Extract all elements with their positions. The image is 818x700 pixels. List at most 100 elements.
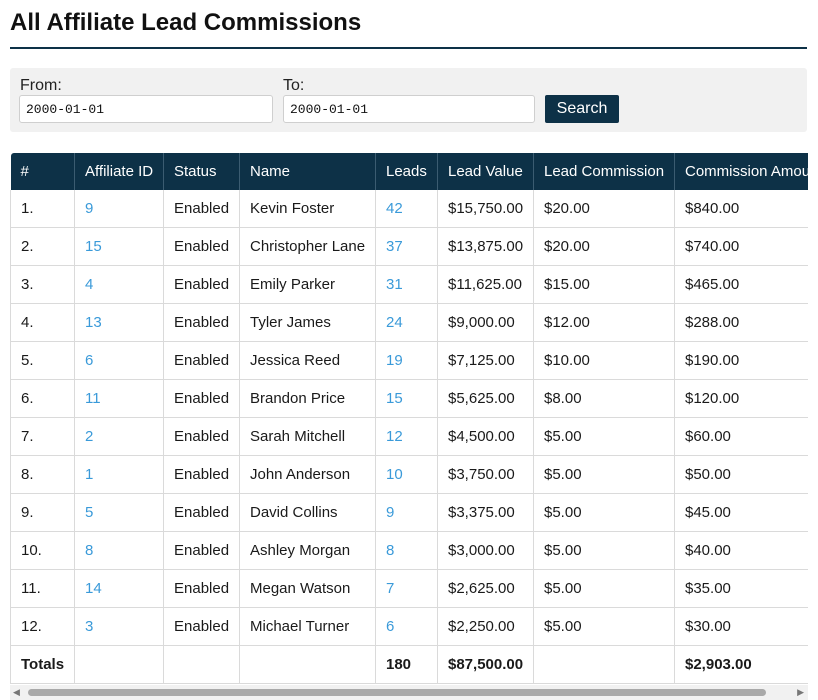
- lead-commission-cell: $20.00: [533, 227, 675, 266]
- name-cell: Christopher Lane: [239, 227, 376, 266]
- name-cell: Kevin Foster: [239, 190, 376, 228]
- lead-value-cell: $3,375.00: [437, 493, 534, 532]
- lead-value-cell: $2,250.00: [437, 607, 534, 646]
- table-row: 6. 11 Enabled Brandon Price 15 $5,625.00 $8.00…: [10, 379, 808, 418]
- row-number-cell: 5.: [10, 341, 75, 380]
- leads-link[interactable]: 24: [375, 303, 438, 342]
- status-cell: Enabled: [163, 341, 240, 380]
- affiliate-id-link[interactable]: 3: [74, 607, 164, 646]
- affiliate-id-link[interactable]: 8: [74, 531, 164, 570]
- leads-link[interactable]: 10: [375, 455, 438, 494]
- status-cell: Enabled: [163, 190, 240, 228]
- commission-amount-cell: $120.00: [674, 379, 808, 418]
- totals-leads: 180: [375, 645, 438, 684]
- row-number-cell: 7.: [10, 417, 75, 456]
- affiliate-id-link[interactable]: 13: [74, 303, 164, 342]
- to-date-input[interactable]: [283, 95, 535, 123]
- totals-empty-cell: [74, 645, 164, 684]
- lead-value-cell: $13,875.00: [437, 227, 534, 266]
- affiliate-id-link[interactable]: 4: [74, 265, 164, 304]
- name-cell: Jessica Reed: [239, 341, 376, 380]
- leads-link[interactable]: 6: [375, 607, 438, 646]
- status-cell: Enabled: [163, 455, 240, 494]
- commissions-table-container[interactable]: # Affiliate ID Status Name Leads Lead Va…: [10, 153, 808, 685]
- leads-link[interactable]: 37: [375, 227, 438, 266]
- status-cell: Enabled: [163, 303, 240, 342]
- leads-link[interactable]: 12: [375, 417, 438, 456]
- leads-link[interactable]: 15: [375, 379, 438, 418]
- column-header-commission-amount[interactable]: Commission Amount: [674, 153, 808, 190]
- name-cell: Ashley Morgan: [239, 531, 376, 570]
- triangle-left-icon[interactable]: ◀: [13, 687, 20, 697]
- table-row: 4. 13 Enabled Tyler James 24 $9,000.00 $12.00 $…: [10, 303, 808, 342]
- leads-link[interactable]: 31: [375, 265, 438, 304]
- totals-label: Totals: [10, 645, 75, 684]
- leads-link[interactable]: 8: [375, 531, 438, 570]
- row-number-cell: 4.: [10, 303, 75, 342]
- table-row: 12. 3 Enabled Michael Turner 6 $2,250.00 $5.00…: [10, 607, 808, 646]
- lead-commission-cell: $8.00: [533, 379, 675, 418]
- column-header-leads[interactable]: Leads: [375, 153, 438, 190]
- table-row: 11. 14 Enabled Megan Watson 7 $2,625.00 $5.00 $…: [10, 569, 808, 608]
- lead-commission-cell: $5.00: [533, 531, 675, 570]
- commission-amount-cell: $840.00: [674, 190, 808, 228]
- horizontal-scrollbar[interactable]: ◀ ▶: [10, 685, 808, 700]
- status-cell: Enabled: [163, 379, 240, 418]
- affiliate-id-link[interactable]: 2: [74, 417, 164, 456]
- from-date-input[interactable]: [19, 95, 273, 123]
- table-body: 1. 9 Enabled Kevin Foster 42 $15,750.00 $20.00…: [10, 190, 808, 646]
- name-cell: David Collins: [239, 493, 376, 532]
- row-number-cell: 8.: [10, 455, 75, 494]
- affiliate-id-link[interactable]: 1: [74, 455, 164, 494]
- name-cell: John Anderson: [239, 455, 376, 494]
- lead-commission-cell: $5.00: [533, 607, 675, 646]
- totals-empty-cell: [533, 645, 675, 684]
- column-header-name[interactable]: Name: [239, 153, 376, 190]
- status-cell: Enabled: [163, 569, 240, 608]
- page-title: All Affiliate Lead Commissions: [10, 9, 362, 36]
- name-cell: Brandon Price: [239, 379, 376, 418]
- name-cell: Emily Parker: [239, 265, 376, 304]
- leads-link[interactable]: 42: [375, 190, 438, 228]
- table-row: 3. 4 Enabled Emily Parker 31 $11,625.00 $15.00…: [10, 265, 808, 304]
- row-number-cell: 12.: [10, 607, 75, 646]
- table-header-row: # Affiliate ID Status Name Leads Lead Va…: [10, 153, 808, 190]
- affiliate-id-link[interactable]: 5: [74, 493, 164, 532]
- commission-amount-cell: $60.00: [674, 417, 808, 456]
- lead-value-cell: $15,750.00: [437, 190, 534, 228]
- column-header-number[interactable]: #: [10, 153, 75, 190]
- search-button[interactable]: Search: [545, 95, 619, 123]
- table-row: 7. 2 Enabled Sarah Mitchell 12 $4,500.00 $5.00…: [10, 417, 808, 456]
- column-header-lead-commission[interactable]: Lead Commission: [533, 153, 675, 190]
- triangle-right-icon[interactable]: ▶: [797, 687, 804, 697]
- column-header-lead-value[interactable]: Lead Value: [437, 153, 534, 190]
- commission-amount-cell: $288.00: [674, 303, 808, 342]
- totals-empty-cell: [163, 645, 240, 684]
- table-row: 1. 9 Enabled Kevin Foster 42 $15,750.00 $20.00…: [10, 190, 808, 228]
- lead-commission-cell: $5.00: [533, 417, 675, 456]
- affiliate-id-link[interactable]: 6: [74, 341, 164, 380]
- status-cell: Enabled: [163, 531, 240, 570]
- table-row: 10. 8 Enabled Ashley Morgan 8 $3,000.00 $5.00 $…: [10, 531, 808, 570]
- leads-link[interactable]: 7: [375, 569, 438, 608]
- commission-amount-cell: $45.00: [674, 493, 808, 532]
- affiliate-id-link[interactable]: 11: [74, 379, 164, 418]
- row-number-cell: 11.: [10, 569, 75, 608]
- title-divider: [10, 47, 807, 49]
- scrollbar-thumb[interactable]: [28, 689, 766, 696]
- lead-value-cell: $2,625.00: [437, 569, 534, 608]
- affiliate-id-link[interactable]: 14: [74, 569, 164, 608]
- table-row: 2. 15 Enabled Christopher Lane 37 $13,875.00 $…: [10, 227, 808, 266]
- column-header-status[interactable]: Status: [163, 153, 240, 190]
- affiliate-id-link[interactable]: 15: [74, 227, 164, 266]
- totals-empty-cell: [239, 645, 376, 684]
- lead-value-cell: $3,000.00: [437, 531, 534, 570]
- leads-link[interactable]: 9: [375, 493, 438, 532]
- column-header-affiliate-id[interactable]: Affiliate ID: [74, 153, 164, 190]
- commission-amount-cell: $50.00: [674, 455, 808, 494]
- row-number-cell: 3.: [10, 265, 75, 304]
- lead-value-cell: $3,750.00: [437, 455, 534, 494]
- from-label: From:: [20, 77, 62, 94]
- leads-link[interactable]: 19: [375, 341, 438, 380]
- affiliate-id-link[interactable]: 9: [74, 190, 164, 228]
